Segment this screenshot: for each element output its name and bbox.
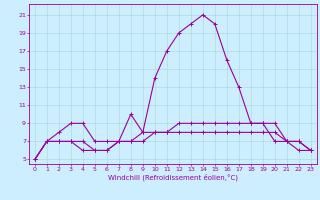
X-axis label: Windchill (Refroidissement éolien,°C): Windchill (Refroidissement éolien,°C): [108, 173, 238, 181]
